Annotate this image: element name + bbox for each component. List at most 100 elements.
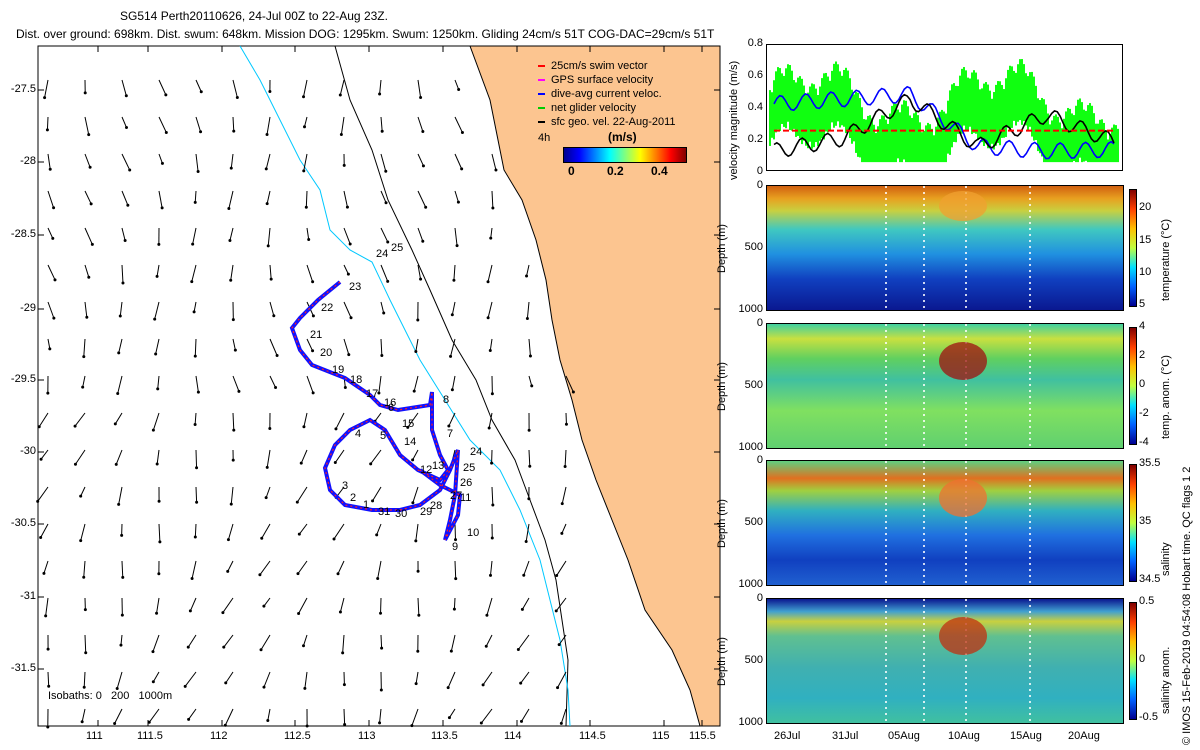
map-y-tick: -29.5 xyxy=(10,373,36,385)
current-arrow xyxy=(120,634,123,646)
current-arrow xyxy=(454,190,459,203)
current-arrow-head xyxy=(269,277,273,281)
current-arrow xyxy=(184,671,197,687)
current-arrow-head xyxy=(334,427,338,431)
current-arrow xyxy=(44,79,49,98)
current-arrow xyxy=(380,634,383,649)
colorbar-tick: 0 xyxy=(1139,653,1146,665)
current-arrow-head xyxy=(311,391,315,395)
current-arrow xyxy=(447,671,456,688)
current-arrow xyxy=(415,671,419,684)
current-arrow-head xyxy=(449,354,453,358)
current-arrow-head xyxy=(564,422,568,426)
map-x-tick: 115 xyxy=(652,730,670,742)
current-arrow xyxy=(227,560,234,572)
depth-tick: 1000 xyxy=(738,578,763,590)
current-arrow xyxy=(118,486,123,505)
current-arrow xyxy=(380,190,387,203)
current-arrow xyxy=(83,338,86,357)
current-arrow-head xyxy=(481,683,485,687)
eddy-feature xyxy=(939,191,987,221)
map-x-tick: 115.5 xyxy=(689,730,716,742)
current-arrow-head xyxy=(89,202,93,206)
current-arrow-head xyxy=(555,574,559,578)
speed-colorbar xyxy=(563,147,687,163)
current-arrow xyxy=(266,190,271,204)
current-arrow-head xyxy=(196,170,200,174)
current-arrow xyxy=(191,264,197,282)
velocity-y-tick: 0.8 xyxy=(747,37,763,49)
current-arrow xyxy=(195,153,199,172)
current-arrow xyxy=(303,79,308,97)
profile-gap-line xyxy=(885,599,887,723)
current-arrow-head xyxy=(221,611,225,615)
current-arrow-head xyxy=(45,128,49,132)
colorbar-tick: -2 xyxy=(1139,407,1149,419)
profile-gap-line xyxy=(965,599,967,723)
map-x-tick: 112 xyxy=(210,730,228,742)
current-arrow xyxy=(454,153,463,170)
current-arrow-head xyxy=(479,721,483,725)
current-arrow xyxy=(451,375,456,390)
current-arrow-head xyxy=(456,200,460,204)
map-x-tick: 113 xyxy=(358,730,376,742)
current-arrow-head xyxy=(339,132,343,136)
current-arrow-head xyxy=(375,533,379,537)
current-arrow xyxy=(557,671,567,688)
chart-subtitle: Dist. over ground: 698km. Dist. swum: 64… xyxy=(16,27,715,41)
current-arrow xyxy=(343,301,352,318)
legend-swatch xyxy=(538,107,545,110)
current-arrow xyxy=(187,634,197,648)
current-arrow xyxy=(156,264,160,277)
current-arrow-head xyxy=(489,573,493,577)
current-arrow-head xyxy=(260,536,264,540)
current-arrow-head xyxy=(227,206,231,210)
current-arrow xyxy=(259,560,271,576)
profile-gap-line xyxy=(885,324,887,448)
current-arrow-head xyxy=(416,649,420,653)
current-arrow-head xyxy=(226,569,230,573)
current-arrow xyxy=(417,116,424,132)
current-arrow xyxy=(561,523,567,534)
current-arrow xyxy=(491,190,494,209)
current-arrow-head xyxy=(304,205,308,209)
current-arrow-head xyxy=(53,278,57,282)
current-arrow-head xyxy=(380,353,384,357)
current-arrow xyxy=(417,264,422,280)
map-y-tick: -28.5 xyxy=(10,228,36,240)
current-arrow-head xyxy=(486,316,490,320)
current-arrow xyxy=(450,634,456,652)
track-number-label: 12 xyxy=(420,464,433,476)
current-arrow xyxy=(380,264,389,282)
current-arrow-head xyxy=(51,236,55,240)
current-arrow xyxy=(343,708,346,725)
current-arrow-head xyxy=(376,576,380,580)
current-arrow xyxy=(194,338,197,357)
current-arrow-head xyxy=(406,425,410,429)
colorbar-tick: 4 xyxy=(1139,320,1146,332)
legend-swatch xyxy=(538,121,545,124)
current-arrow-head xyxy=(119,643,123,647)
current-arrow xyxy=(75,449,86,465)
velocity-y-tick: 0.4 xyxy=(747,101,763,113)
current-arrow xyxy=(303,153,308,171)
colorbar-tick: 34.5 xyxy=(1139,573,1161,585)
current-arrow-head xyxy=(268,90,272,94)
current-arrow-head xyxy=(82,685,86,689)
current-arrow xyxy=(451,301,456,315)
current-arrow-head xyxy=(305,724,309,728)
current-arrow-head xyxy=(266,244,270,248)
current-arrow-head xyxy=(262,685,266,689)
time-tick: 26Jul xyxy=(774,730,801,742)
current-arrow-head xyxy=(231,458,235,462)
current-arrow-head xyxy=(258,573,262,577)
current-arrow-head xyxy=(155,274,159,278)
current-arrow xyxy=(449,708,456,718)
current-arrow xyxy=(121,264,124,283)
current-arrow xyxy=(517,634,530,650)
current-arrow xyxy=(380,301,385,314)
current-arrow xyxy=(303,634,308,646)
current-arrow xyxy=(47,338,51,349)
current-arrow xyxy=(40,523,49,538)
current-arrow xyxy=(448,412,456,427)
